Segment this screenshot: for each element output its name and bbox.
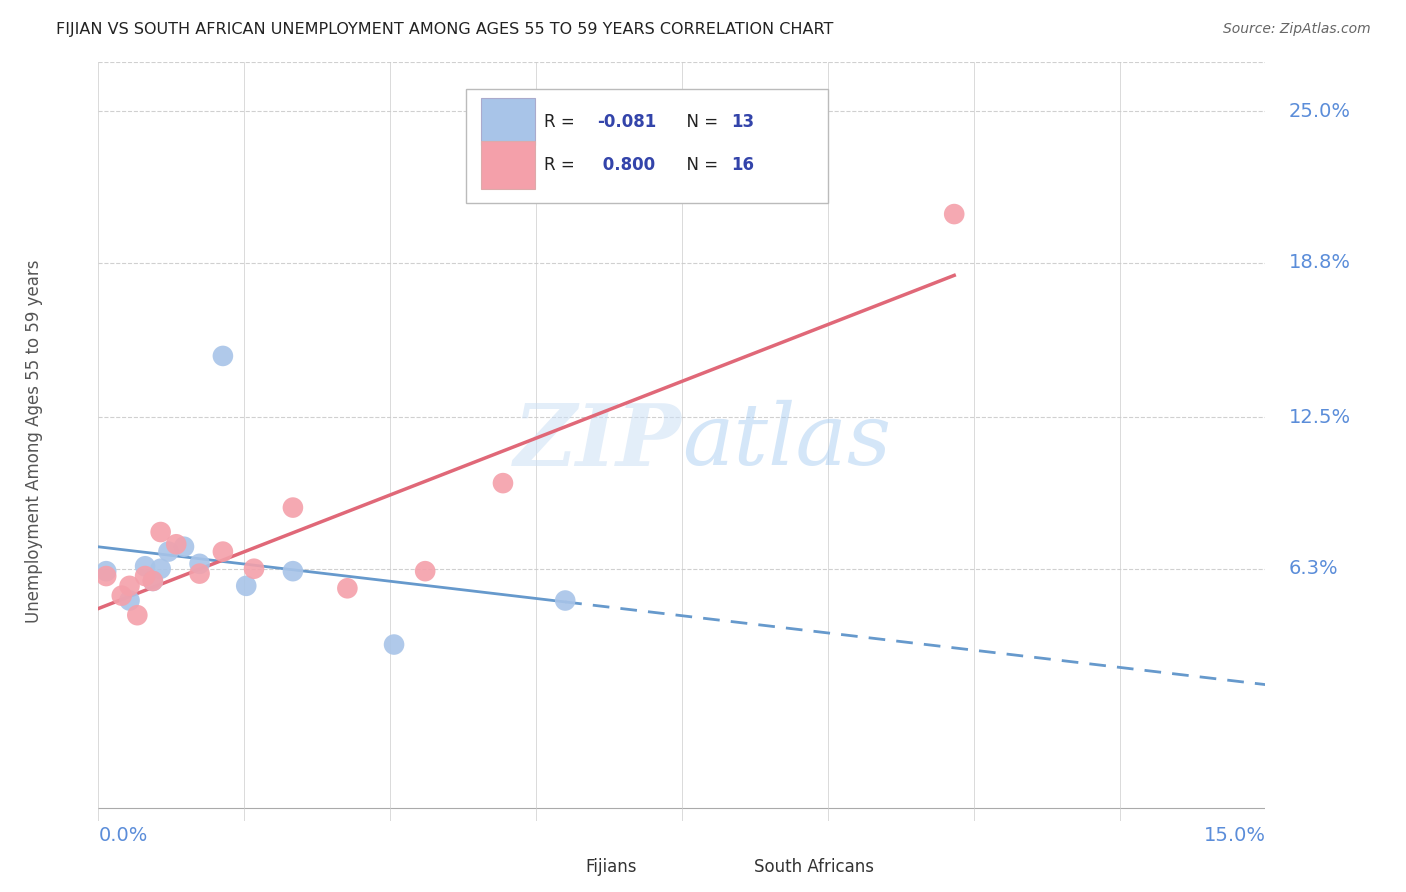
Text: 0.0%: 0.0% bbox=[98, 825, 148, 845]
Point bbox=[188, 566, 211, 581]
Text: Source: ZipAtlas.com: Source: ZipAtlas.com bbox=[1223, 22, 1371, 37]
Point bbox=[96, 564, 118, 578]
Point bbox=[142, 574, 165, 588]
Text: FIJIAN VS SOUTH AFRICAN UNEMPLOYMENT AMONG AGES 55 TO 59 YEARS CORRELATION CHART: FIJIAN VS SOUTH AFRICAN UNEMPLOYMENT AMO… bbox=[56, 22, 834, 37]
Point bbox=[554, 593, 576, 607]
Point bbox=[165, 537, 187, 551]
FancyBboxPatch shape bbox=[481, 98, 534, 145]
Point bbox=[111, 589, 134, 603]
Point bbox=[142, 574, 165, 588]
Text: 15.0%: 15.0% bbox=[1204, 825, 1265, 845]
Text: R =: R = bbox=[544, 156, 581, 174]
Text: 6.3%: 6.3% bbox=[1289, 559, 1339, 578]
Point bbox=[943, 207, 966, 221]
Point bbox=[235, 579, 257, 593]
Text: -0.081: -0.081 bbox=[596, 112, 657, 130]
FancyBboxPatch shape bbox=[481, 141, 534, 189]
Text: 25.0%: 25.0% bbox=[1289, 102, 1351, 120]
Text: 12.5%: 12.5% bbox=[1289, 408, 1351, 426]
Text: 0.800: 0.800 bbox=[596, 156, 655, 174]
Point bbox=[382, 638, 405, 652]
Text: Unemployment Among Ages 55 to 59 years: Unemployment Among Ages 55 to 59 years bbox=[25, 260, 44, 624]
Text: South Africans: South Africans bbox=[754, 858, 875, 876]
Text: Fijians: Fijians bbox=[585, 858, 637, 876]
Point bbox=[281, 500, 304, 515]
Point bbox=[173, 540, 195, 554]
Point bbox=[118, 593, 141, 607]
Text: 16: 16 bbox=[731, 156, 754, 174]
Point bbox=[149, 524, 172, 539]
Point bbox=[413, 564, 436, 578]
FancyBboxPatch shape bbox=[465, 89, 828, 202]
Point bbox=[212, 544, 235, 558]
Point bbox=[157, 544, 180, 558]
Text: atlas: atlas bbox=[682, 401, 891, 483]
Point bbox=[134, 569, 156, 583]
Point bbox=[188, 557, 211, 571]
Text: R =: R = bbox=[544, 112, 581, 130]
FancyBboxPatch shape bbox=[707, 853, 749, 881]
Text: ZIP: ZIP bbox=[515, 400, 682, 483]
Point bbox=[336, 582, 359, 596]
Point bbox=[281, 564, 304, 578]
Point bbox=[118, 579, 141, 593]
Point bbox=[127, 608, 149, 623]
Text: N =: N = bbox=[676, 112, 724, 130]
Point bbox=[134, 559, 156, 574]
Point bbox=[96, 569, 118, 583]
Text: 13: 13 bbox=[731, 112, 754, 130]
Point bbox=[149, 562, 172, 576]
Text: N =: N = bbox=[676, 156, 724, 174]
Point bbox=[492, 476, 515, 491]
Point bbox=[243, 562, 266, 576]
FancyBboxPatch shape bbox=[538, 853, 581, 881]
Point bbox=[212, 349, 235, 363]
Text: 18.8%: 18.8% bbox=[1289, 253, 1351, 272]
